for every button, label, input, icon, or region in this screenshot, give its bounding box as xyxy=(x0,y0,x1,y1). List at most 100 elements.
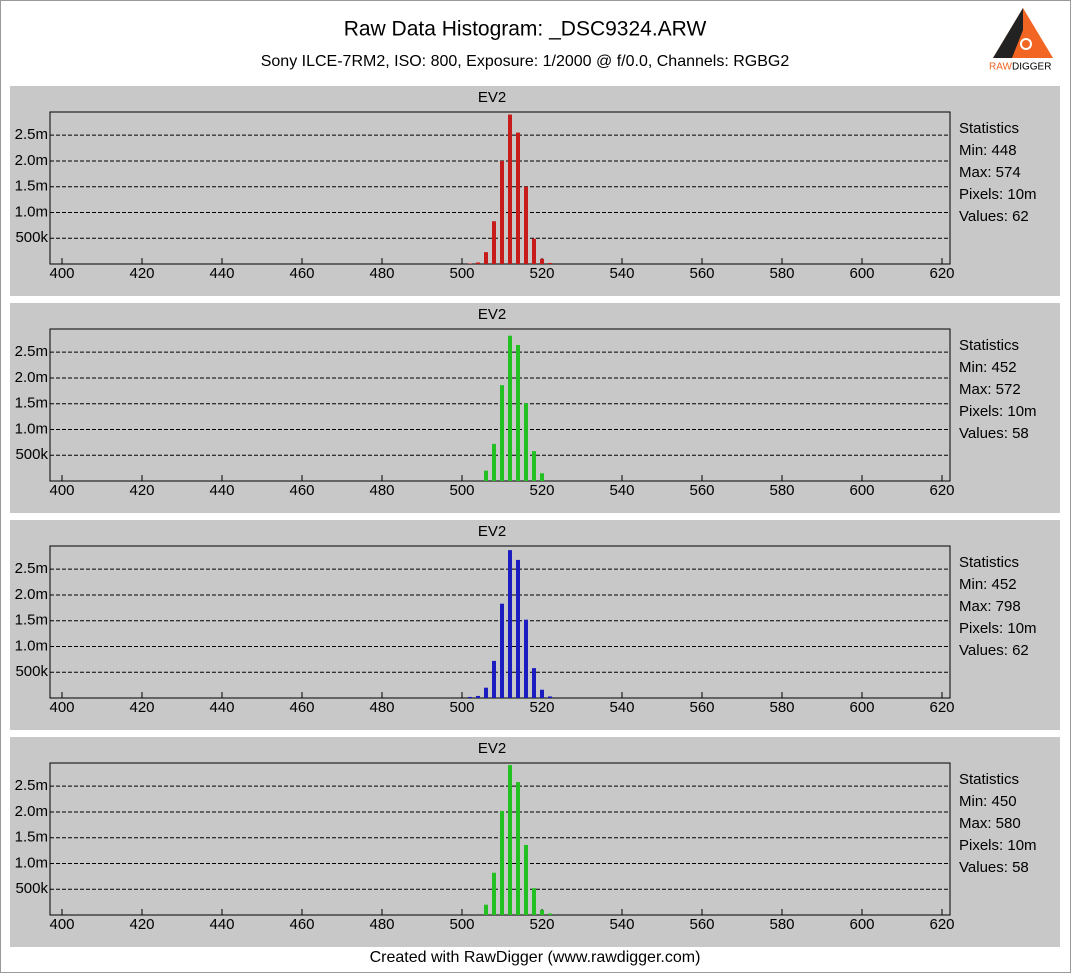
x-tick-label: 560 xyxy=(689,482,714,499)
x-tick-label: 440 xyxy=(209,699,234,716)
panel-title: EV2 xyxy=(478,740,506,757)
x-tick-label: 600 xyxy=(849,265,874,282)
chart-title: Raw Data Histogram: _DSC9324.ARW xyxy=(344,18,707,41)
bar xyxy=(524,186,528,264)
bar xyxy=(476,695,480,698)
y-tick-label: 500k xyxy=(15,880,48,897)
x-tick-label: 460 xyxy=(289,699,314,716)
x-tick-label: 480 xyxy=(369,265,394,282)
y-tick-label: 2.5m xyxy=(15,126,48,143)
x-tick-label: 420 xyxy=(129,265,154,282)
x-tick-label: 540 xyxy=(609,916,634,933)
x-tick-label: 580 xyxy=(769,699,794,716)
bar xyxy=(508,335,512,481)
bar xyxy=(540,258,544,264)
x-tick-label: 500 xyxy=(449,699,474,716)
bar xyxy=(484,904,488,915)
x-tick-label: 460 xyxy=(289,265,314,282)
x-tick-label: 600 xyxy=(849,916,874,933)
bar xyxy=(484,687,488,698)
bar xyxy=(468,696,472,698)
statistics-line: Statistics xyxy=(959,337,1019,354)
bar xyxy=(540,473,544,481)
bar xyxy=(516,132,520,264)
y-tick-label: 1.0m xyxy=(15,203,48,220)
y-tick-label: 2.0m xyxy=(15,586,48,603)
statistics-line: Pixels: 10m xyxy=(959,186,1037,203)
bar xyxy=(548,913,552,915)
y-tick-label: 2.5m xyxy=(15,560,48,577)
statistics-line: Max: 574 xyxy=(959,164,1021,181)
x-tick-label: 540 xyxy=(609,265,634,282)
bar xyxy=(476,262,480,264)
y-tick-label: 1.0m xyxy=(15,637,48,654)
panel-title: EV2 xyxy=(478,89,506,106)
statistics-line: Values: 62 xyxy=(959,208,1029,225)
y-tick-label: 2.5m xyxy=(15,777,48,794)
bar xyxy=(484,252,488,264)
x-tick-label: 420 xyxy=(129,482,154,499)
bar xyxy=(508,765,512,915)
statistics-line: Min: 450 xyxy=(959,793,1017,810)
y-tick-label: 1.0m xyxy=(15,420,48,437)
statistics-line: Pixels: 10m xyxy=(959,620,1037,637)
x-tick-label: 560 xyxy=(689,265,714,282)
logo-text-raw: RAW xyxy=(989,62,1013,73)
x-tick-label: 480 xyxy=(369,699,394,716)
statistics-line: Values: 58 xyxy=(959,425,1029,442)
bar xyxy=(532,451,536,481)
statistics-line: Min: 448 xyxy=(959,142,1017,159)
bar xyxy=(532,238,536,264)
x-tick-label: 600 xyxy=(849,699,874,716)
statistics-line: Pixels: 10m xyxy=(959,403,1037,420)
y-tick-label: 2.5m xyxy=(15,343,48,360)
bar xyxy=(492,221,496,264)
x-tick-label: 400 xyxy=(49,916,74,933)
x-tick-label: 460 xyxy=(289,482,314,499)
y-tick-label: 1.5m xyxy=(15,395,48,412)
y-tick-label: 500k xyxy=(15,229,48,246)
bar xyxy=(524,844,528,915)
y-tick-label: 2.0m xyxy=(15,803,48,820)
footer: Created with RawDigger (www.rawdigger.co… xyxy=(370,949,701,966)
x-tick-label: 520 xyxy=(529,916,554,933)
y-tick-label: 2.0m xyxy=(15,369,48,386)
logo: RAW DIGGER xyxy=(989,8,1053,73)
statistics-line: Min: 452 xyxy=(959,576,1017,593)
bar xyxy=(524,403,528,481)
x-tick-label: 620 xyxy=(929,482,954,499)
chart-subtitle: Sony ILCE-7RM2, ISO: 800, Exposure: 1/20… xyxy=(261,53,790,70)
bar xyxy=(532,888,536,915)
bar xyxy=(492,660,496,698)
y-tick-label: 1.5m xyxy=(15,612,48,629)
bar xyxy=(540,689,544,698)
x-tick-label: 560 xyxy=(689,916,714,933)
x-tick-label: 500 xyxy=(449,265,474,282)
x-tick-label: 400 xyxy=(49,482,74,499)
bar xyxy=(524,619,528,698)
bar xyxy=(516,344,520,481)
x-tick-label: 520 xyxy=(529,699,554,716)
y-tick-label: 2.0m xyxy=(15,152,48,169)
x-tick-label: 580 xyxy=(769,482,794,499)
x-tick-label: 560 xyxy=(689,699,714,716)
x-tick-label: 620 xyxy=(929,265,954,282)
bar xyxy=(500,603,504,698)
statistics-line: Statistics xyxy=(959,120,1019,137)
bar xyxy=(508,114,512,265)
x-tick-label: 420 xyxy=(129,916,154,933)
x-tick-label: 620 xyxy=(929,916,954,933)
bar xyxy=(500,160,504,264)
statistics-line: Max: 580 xyxy=(959,815,1021,832)
x-tick-label: 500 xyxy=(449,482,474,499)
x-tick-label: 540 xyxy=(609,699,634,716)
statistics-line: Max: 798 xyxy=(959,598,1021,615)
x-tick-label: 440 xyxy=(209,482,234,499)
bar xyxy=(516,559,520,698)
x-tick-label: 580 xyxy=(769,265,794,282)
x-tick-label: 620 xyxy=(929,699,954,716)
x-tick-label: 480 xyxy=(369,482,394,499)
bar xyxy=(500,385,504,481)
